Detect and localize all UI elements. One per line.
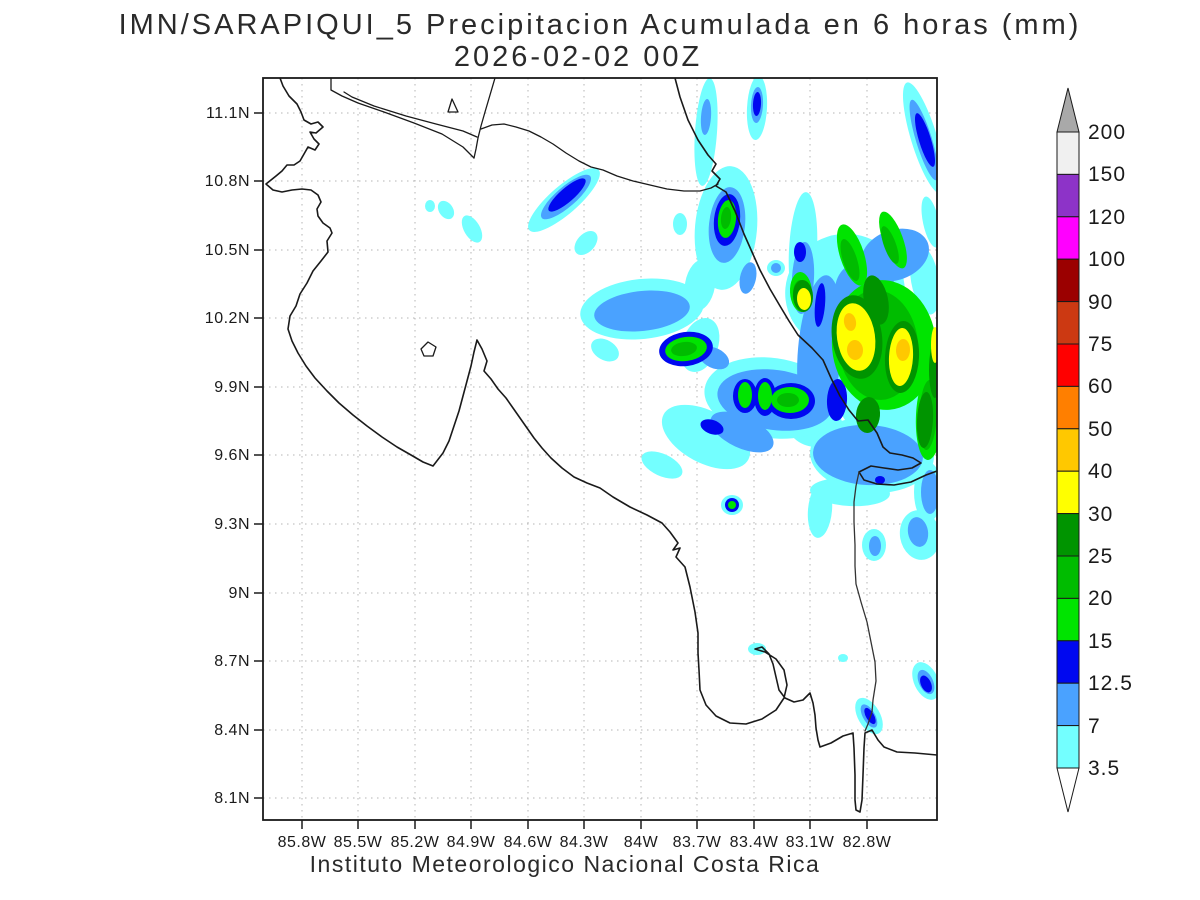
colorbar-tick-label: 150 xyxy=(1088,163,1126,186)
page-title: IMN/SARAPIQUI_5 Precipitacion Acumulada … xyxy=(119,9,1082,41)
lat-tick-label: 9.3N xyxy=(214,516,250,533)
coastline-layer xyxy=(265,78,937,813)
gridlines xyxy=(263,78,937,820)
caribbean-coastline xyxy=(674,78,937,486)
nicaragua-border-river xyxy=(480,123,719,192)
lake-nicaragua-southwest-shore xyxy=(330,78,475,159)
colorbar-tick-label: 15 xyxy=(1088,630,1113,653)
colorbar-segment xyxy=(1056,597,1080,642)
colorbar-tick-label: 120 xyxy=(1088,206,1126,229)
colorbar-tick-label: 60 xyxy=(1088,375,1113,398)
colorbar xyxy=(1056,87,1080,813)
lon-tick-label: 83.4W xyxy=(730,834,779,851)
colorbar-segment xyxy=(1056,258,1080,303)
lon-tick-label: 85.2W xyxy=(391,834,440,851)
lon-tick-label: 84.9W xyxy=(447,834,496,851)
lon-axis-labels: 85.8W 85.5W 85.2W 84.9W 84.6W 84.3W 84W … xyxy=(278,834,892,851)
colorbar-segment xyxy=(1056,725,1080,769)
colorbar-arrow-bottom xyxy=(1056,767,1080,813)
colorbar-tick-label: 40 xyxy=(1088,460,1113,483)
colorbar-segment xyxy=(1056,555,1080,599)
colorbar-tick-label: 100 xyxy=(1088,248,1126,271)
colorbar-tick-label: 75 xyxy=(1088,333,1113,356)
lat-axis-labels: 11.1N 10.8N 10.5N 10.2N 9.9N 9.6N 9.3N 9… xyxy=(205,105,250,807)
colorbar-segment xyxy=(1056,301,1080,345)
colorbar-labels: 200 150 120 100 90 75 60 50 40 30 25 20 … xyxy=(1088,121,1133,780)
colorbar-tick-label: 20 xyxy=(1088,587,1113,610)
lat-tick-label: 11.1N xyxy=(206,105,250,122)
colorbar-segment xyxy=(1056,682,1080,727)
lon-tick-label: 84.6W xyxy=(504,834,553,851)
lat-tick-label: 8.4N xyxy=(214,722,250,739)
colorbar-segment xyxy=(1056,343,1080,387)
lat-tick-label: 8.1N xyxy=(214,790,250,807)
lon-tick-label: 84W xyxy=(624,834,659,851)
lat-tick-label: 10.5N xyxy=(205,242,250,259)
lake-nicaragua-inner-shore xyxy=(343,91,478,138)
lat-tick-label: 9.9N xyxy=(214,379,250,396)
lon-tick-label: 83.1W xyxy=(786,834,835,851)
pacific-coastline xyxy=(265,78,937,813)
lon-tick-label: 85.5W xyxy=(334,834,383,851)
lon-tick-label: 82.8W xyxy=(843,834,892,851)
map-plot-border xyxy=(262,77,938,821)
colorbar-segment xyxy=(1056,216,1080,260)
colorbar-arrow-top xyxy=(1056,87,1080,133)
colorbar-segment xyxy=(1056,385,1080,430)
colorbar-tick-label: 200 xyxy=(1088,121,1126,144)
panama-border xyxy=(853,471,877,732)
caption: Instituto Meteorologico Nacional Costa R… xyxy=(310,851,821,877)
axis-ticks xyxy=(254,112,868,829)
lat-tick-label: 9.6N xyxy=(214,447,250,464)
lon-tick-label: 85.8W xyxy=(278,834,327,851)
page-subtitle-date: 2026-02-02 00Z xyxy=(454,41,702,73)
colorbar-segment xyxy=(1056,513,1080,557)
lat-tick-label: 10.8N xyxy=(205,173,250,190)
colorbar-tick-label: 30 xyxy=(1088,503,1113,526)
colorbar-tick-label: 25 xyxy=(1088,545,1113,568)
precipitation-contours xyxy=(425,78,937,735)
colorbar-segment xyxy=(1056,131,1080,175)
colorbar-tick-label: 7 xyxy=(1088,715,1101,738)
lon-tick-label: 84.3W xyxy=(560,834,609,851)
lat-tick-label: 8.7N xyxy=(214,653,250,670)
lat-tick-label: 9N xyxy=(229,585,250,602)
colorbar-tick-label: 12.5 xyxy=(1088,672,1133,695)
lon-tick-label: 83.7W xyxy=(673,834,722,851)
ometepe-island xyxy=(447,98,459,113)
colorbar-segment xyxy=(1056,640,1080,684)
lat-tick-label: 10.2N xyxy=(205,310,250,327)
colorbar-segment xyxy=(1056,173,1080,218)
chira-island xyxy=(420,341,437,357)
colorbar-segment xyxy=(1056,428,1080,472)
colorbar-tick-label: 3.5 xyxy=(1088,757,1120,780)
colorbar-tick-label: 90 xyxy=(1088,291,1113,314)
precip-level-40mm xyxy=(843,313,911,361)
colorbar-segment xyxy=(1056,470,1080,515)
colorbar-tick-label: 50 xyxy=(1088,418,1113,441)
lake-nicaragua-east-shore xyxy=(473,78,496,159)
